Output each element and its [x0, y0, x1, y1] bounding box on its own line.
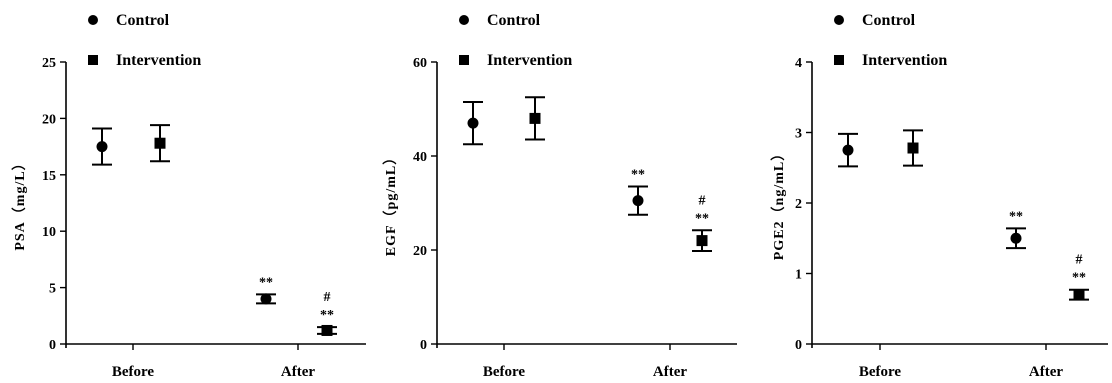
legend-label: Intervention: [116, 52, 201, 69]
legend-marker-circle: [88, 15, 98, 25]
significance-hash: #: [699, 193, 706, 208]
data-point-control: [1010, 232, 1022, 244]
data-point-intervention: [907, 142, 919, 154]
y-tick-label: 20: [42, 112, 56, 127]
legend-label: Control: [487, 12, 541, 29]
legend-marker-square: [88, 55, 98, 65]
significance-stars: **: [320, 308, 334, 323]
significance-stars: **: [259, 275, 273, 290]
data-point-control: [842, 144, 854, 156]
y-tick-label: 40: [413, 150, 427, 165]
data-point-control: [96, 141, 108, 153]
x-tick-label: Before: [859, 364, 902, 380]
y-axis-label: PSA（mg/L）: [12, 155, 28, 250]
significance-stars: **: [631, 168, 645, 183]
y-tick-label: 25: [42, 56, 56, 71]
y-tick-label: 0: [795, 338, 802, 353]
y-tick-label: 10: [42, 225, 56, 240]
data-point-intervention: [696, 235, 708, 247]
y-axis-label: PGE2（ng/mL）: [771, 146, 787, 260]
significance-hash: #: [324, 290, 331, 305]
x-tick-label: Before: [112, 364, 155, 380]
legend-label: Control: [862, 12, 916, 29]
legend-label: Control: [116, 12, 170, 29]
x-tick-label: After: [653, 364, 687, 380]
x-tick-label: After: [281, 364, 315, 380]
egf-panel: Control Intervention 0 20 40 60 Before After EGF…: [383, 12, 737, 380]
significance-stars: **: [695, 211, 709, 226]
y-tick-label: 0: [420, 338, 427, 353]
legend-marker-square: [834, 55, 844, 65]
legend-label: Intervention: [487, 52, 572, 69]
significance-stars: **: [1072, 271, 1086, 286]
y-tick-label: 0: [49, 338, 56, 353]
x-tick-label: After: [1029, 364, 1063, 380]
psa-panel: Control Intervention 0 5 10 15 20 25 Before After…: [12, 12, 366, 380]
data-point-control: [260, 293, 272, 305]
y-tick-label: 1: [795, 268, 802, 283]
y-tick-label: 2: [795, 197, 802, 212]
y-tick-label: 5: [49, 282, 56, 297]
x-tick-label: Before: [483, 364, 526, 380]
data-point-control: [632, 195, 644, 207]
data-point-intervention: [1073, 289, 1085, 301]
y-tick-label: 15: [42, 169, 56, 184]
legend-marker-square: [459, 55, 469, 65]
legend-label: Intervention: [862, 52, 947, 69]
significance-stars: **: [1009, 209, 1023, 224]
y-tick-label: 60: [413, 56, 427, 71]
data-point-intervention: [321, 324, 333, 336]
y-tick-label: 4: [795, 56, 802, 71]
y-tick-label: 20: [413, 244, 427, 259]
pge2-panel: Control Intervention 0 1 2 3 4 Before After PGE2（…: [771, 12, 1108, 380]
data-point-intervention: [154, 137, 166, 149]
y-tick-label: 3: [795, 127, 802, 142]
data-point-intervention: [529, 112, 541, 124]
significance-hash: #: [1076, 253, 1083, 268]
legend-marker-circle: [834, 15, 844, 25]
y-axis-label: EGF（pg/mL）: [383, 150, 399, 256]
data-point-control: [467, 117, 479, 129]
legend-marker-circle: [459, 15, 469, 25]
